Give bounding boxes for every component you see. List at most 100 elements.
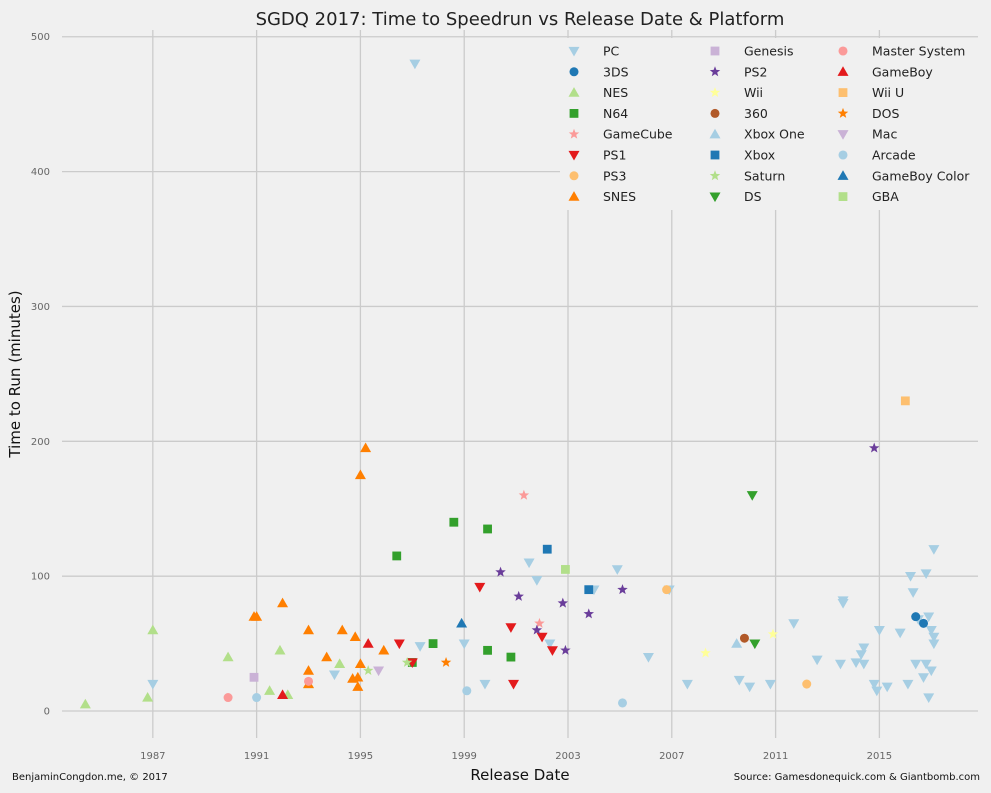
data-point xyxy=(479,679,491,690)
series-ps1 xyxy=(393,582,558,690)
legend-marker xyxy=(568,46,580,57)
data-point xyxy=(868,442,880,453)
data-point xyxy=(458,639,470,650)
legend-marker xyxy=(838,46,848,56)
data-point xyxy=(360,442,372,453)
legend-item: Saturn xyxy=(709,168,785,183)
series-gba xyxy=(561,565,570,574)
data-point xyxy=(392,551,402,561)
data-point xyxy=(352,681,364,691)
legend-label: PC xyxy=(603,44,620,59)
legend-item: DS xyxy=(709,189,762,204)
legend-marker xyxy=(710,46,720,56)
data-point xyxy=(518,489,530,500)
legend-label: Xbox xyxy=(744,148,775,163)
legend-label: DS xyxy=(744,189,762,204)
legend-label: 360 xyxy=(744,106,768,121)
data-point xyxy=(560,644,571,655)
data-point xyxy=(414,642,426,652)
legend-item: GameBoy xyxy=(837,64,933,79)
legend-marker xyxy=(710,108,720,118)
legend-item: Genesis xyxy=(710,44,794,59)
data-point xyxy=(700,647,711,658)
legend-marker xyxy=(709,87,721,98)
legend-marker xyxy=(568,191,580,201)
legend-item: DOS xyxy=(837,106,899,121)
legend-marker xyxy=(568,87,580,97)
legend-item: PS2 xyxy=(709,64,767,79)
data-point xyxy=(546,646,558,656)
data-point xyxy=(746,491,758,501)
data-point xyxy=(834,659,846,670)
data-point xyxy=(223,693,233,703)
legend-label: GameCube xyxy=(603,127,673,142)
series-gamecube xyxy=(518,489,545,628)
data-point xyxy=(483,645,492,655)
data-point xyxy=(802,679,812,689)
y-tick-label: 100 xyxy=(31,572,50,583)
legend-marker xyxy=(709,170,721,181)
data-point xyxy=(542,544,552,554)
data-point xyxy=(894,628,906,639)
series-mac xyxy=(373,666,385,677)
data-point xyxy=(905,572,917,582)
data-point xyxy=(557,597,569,608)
x-tick-label: 1991 xyxy=(244,751,269,762)
data-point xyxy=(222,651,234,662)
series-gameboy-color xyxy=(456,617,468,628)
data-point xyxy=(681,679,693,690)
data-point xyxy=(733,675,745,686)
series-dos xyxy=(440,656,452,667)
series-ds xyxy=(746,491,761,650)
data-point xyxy=(428,639,438,648)
x-tick-label: 1987 xyxy=(140,751,165,762)
legend-label: PS1 xyxy=(603,148,626,163)
data-point xyxy=(274,644,286,655)
data-point xyxy=(373,666,385,677)
x-tick-label: 2011 xyxy=(763,751,788,762)
legend-marker xyxy=(838,88,848,97)
legend-item: GameBoy Color xyxy=(837,168,970,183)
legend-item: 3DS xyxy=(569,64,629,79)
data-point xyxy=(277,689,289,699)
legend-label: 3DS xyxy=(603,64,629,79)
data-point xyxy=(902,679,914,690)
data-point xyxy=(928,632,940,643)
data-point xyxy=(858,659,870,670)
data-point xyxy=(249,672,259,682)
data-point xyxy=(505,623,517,633)
data-point xyxy=(393,639,405,650)
x-tick-label: 2007 xyxy=(659,751,684,762)
data-point xyxy=(739,633,749,643)
legend-item: Wii U xyxy=(838,85,904,100)
legend-label: PS2 xyxy=(744,64,767,79)
data-point xyxy=(483,524,492,534)
legend-label: GBA xyxy=(872,189,899,204)
data-point xyxy=(513,590,524,601)
credit-left: BenjaminCongdon.me, © 2017 xyxy=(12,772,168,783)
data-point xyxy=(583,608,594,619)
data-point xyxy=(788,619,800,629)
data-point xyxy=(378,644,390,655)
data-point xyxy=(142,692,154,702)
legend-item: Xbox xyxy=(710,148,775,163)
legend-label: GameBoy Color xyxy=(872,168,970,183)
data-point xyxy=(868,679,880,690)
data-point xyxy=(920,659,932,670)
series-3ds xyxy=(911,612,929,628)
legend-marker xyxy=(568,150,580,161)
data-point xyxy=(495,566,506,577)
data-point xyxy=(362,638,374,648)
data-point xyxy=(873,625,885,636)
series-nes xyxy=(79,624,346,709)
data-point xyxy=(858,643,870,654)
legend: PC 3DS NES N64 GameCube PS1 PS3 SNES Genesis PS2 W… xyxy=(560,38,978,210)
credit-right: Source: Gamesdonequick.com & Giantbomb.c… xyxy=(734,772,980,783)
legend-item: Arcade xyxy=(838,148,916,163)
legend-marker xyxy=(837,66,849,76)
data-point xyxy=(611,565,623,575)
data-point xyxy=(456,617,468,628)
data-point xyxy=(440,656,452,667)
legend-marker xyxy=(838,192,848,201)
data-point xyxy=(536,632,548,643)
